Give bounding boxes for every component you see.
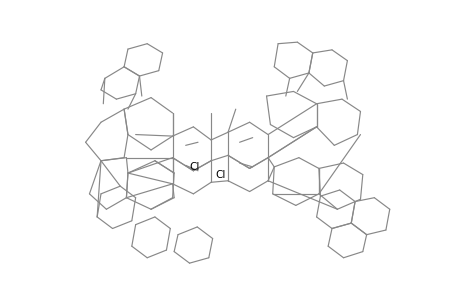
Text: Cl: Cl [215,169,225,180]
Text: Cl: Cl [189,162,199,172]
